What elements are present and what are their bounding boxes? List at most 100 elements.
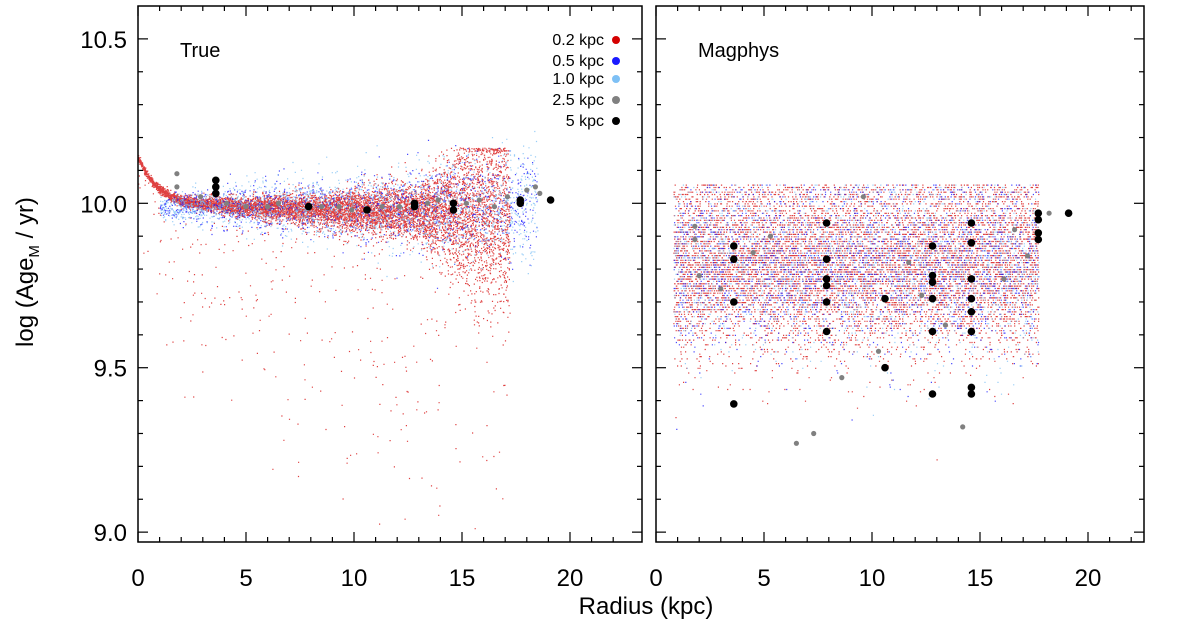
y-axis-title-sub: M	[26, 245, 43, 258]
point-5-kpc-1	[212, 183, 220, 191]
point-5-kpc-6	[822, 275, 831, 283]
x-tick-label: 20	[1075, 565, 1102, 592]
x-axis-title: Radius (kpc)	[579, 593, 714, 620]
cloud-points	[673, 184, 1040, 461]
point-5-kpc-16	[928, 327, 937, 336]
point-5-kpc-21	[967, 294, 976, 303]
cloud-1-0-kpc	[160, 130, 539, 283]
point-2-5-kpc-19	[532, 184, 539, 190]
y-axis-title-main: log (Age	[12, 258, 39, 347]
y-tick-label: 10.0	[80, 191, 127, 218]
point-5-kpc-13	[928, 271, 937, 280]
legend-label-0-5-kpc: 0.5 kpc	[552, 53, 604, 70]
point-5-kpc-8	[822, 298, 831, 306]
x-tick-label: 5	[757, 565, 770, 592]
x-tick-label: 5	[239, 565, 252, 592]
point-5-kpc-30	[1064, 209, 1073, 217]
x-tick-label: 10	[859, 565, 886, 592]
point-5-kpc-3	[304, 202, 313, 211]
point-2-5-kpc-5	[265, 204, 271, 210]
magphys-scatter-cloud	[673, 184, 1040, 461]
point-5-kpc-11	[881, 363, 889, 372]
legend-marker-0-2-kpc	[612, 36, 620, 44]
point-5-kpc-10	[516, 196, 525, 204]
point-5-kpc-9	[822, 327, 831, 336]
cloud-0-2-kpc	[673, 184, 1040, 461]
point-2-5-kpc-3	[718, 286, 724, 292]
point-5-kpc-6	[410, 199, 419, 208]
point-5-kpc-17	[928, 390, 937, 398]
y-tick-label: 9.5	[94, 356, 127, 383]
point-5-kpc-19	[967, 239, 976, 247]
point-2-5-kpc-4	[750, 250, 756, 256]
point-5-kpc-4	[363, 206, 371, 214]
point-5-kpc-15	[928, 294, 937, 303]
point-2-5-kpc-2	[696, 273, 702, 279]
magphys-plot-frame	[655, 5, 1145, 543]
point-2-5-kpc-8	[336, 204, 342, 210]
point-2-5-kpc-7	[319, 204, 325, 210]
point-5-kpc-28	[1034, 229, 1043, 237]
x-tick-label: 20	[557, 565, 584, 592]
legend-marker-2-5-kpc	[612, 96, 620, 104]
point-2-5-kpc-16	[1012, 227, 1018, 233]
point-2-5-kpc-14	[960, 424, 966, 430]
point-5-kpc-18	[967, 219, 976, 227]
point-2-5-kpc-15	[1001, 276, 1007, 282]
legend-marker-5-kpc	[612, 117, 620, 125]
panel-true: 0 5 10 15 20 9.0 9.5 10.0 10.5 True 0.2 kpc 0.5 …	[80, 5, 643, 592]
point-5-kpc-24	[967, 383, 976, 392]
point-5-kpc-20	[967, 275, 976, 283]
point-2-5-kpc-12	[424, 200, 430, 206]
x-tick-label: 10	[341, 565, 368, 592]
point-2-5-kpc-12	[919, 292, 925, 298]
point-2-5-kpc-0	[174, 184, 180, 190]
point-5-kpc-0	[730, 242, 738, 250]
point-2-5-kpc-6	[793, 440, 800, 446]
point-5-kpc-14	[928, 278, 937, 287]
point-2-5-kpc-9	[860, 194, 867, 200]
point-5-kpc-8	[449, 199, 458, 208]
x-tick-label: 15	[449, 565, 476, 592]
point-5-kpc-7	[449, 206, 458, 214]
legend-label-0-2-kpc: 0.2 kpc	[552, 32, 604, 49]
point-5-kpc-11	[546, 196, 555, 204]
point-2-5-kpc-11	[906, 259, 912, 266]
magphys-panel-title: Magphys	[698, 40, 779, 62]
point-5-kpc-2	[212, 176, 220, 185]
point-5-kpc-29	[1034, 235, 1043, 244]
point-2-5-kpc-4	[243, 204, 249, 210]
point-5-kpc-1	[730, 255, 738, 263]
point-5-kpc-5	[822, 255, 831, 263]
legend-label-2-5-kpc: 2.5 kpc	[552, 92, 604, 109]
x-tick-label: 0	[649, 565, 662, 592]
y-axis-title-suffix: / yr)	[12, 197, 39, 245]
point-5-kpc-22	[967, 308, 976, 316]
point-5-kpc-3	[730, 400, 738, 408]
point-2-5-kpc-14	[463, 200, 469, 206]
y-tick-label: 10.5	[80, 27, 127, 54]
point-2-5-kpc-8	[839, 375, 845, 381]
magphys-binned-series	[692, 194, 1073, 446]
magphys-axis-ticks: 0 5 10 15 20	[649, 6, 1144, 592]
cloud-points	[160, 130, 539, 283]
point-5-kpc-23	[967, 327, 976, 336]
y-axis-title: log (AgeM / yr)	[12, 197, 43, 347]
point-2-5-kpc-1	[174, 171, 180, 177]
point-2-5-kpc-15	[476, 197, 482, 203]
legend-label-1-0-kpc: 1.0 kpc	[552, 71, 604, 88]
x-tick-label: 0	[131, 565, 144, 592]
point-2-5-kpc-18	[524, 187, 530, 193]
point-2-5-kpc-16	[491, 204, 497, 210]
y-tick-label: 9.0	[94, 520, 127, 547]
point-2-5-kpc-17	[504, 194, 510, 200]
point-5-kpc-27	[1034, 215, 1043, 224]
point-5-kpc-25	[967, 390, 976, 398]
point-2-5-kpc-11	[396, 204, 402, 210]
true-binned-series	[174, 171, 555, 214]
legend-marker-0-5-kpc	[612, 57, 620, 65]
point-2-5-kpc-17	[1024, 253, 1031, 259]
point-5-kpc-2	[730, 298, 738, 306]
true-panel-title: True	[180, 40, 220, 62]
